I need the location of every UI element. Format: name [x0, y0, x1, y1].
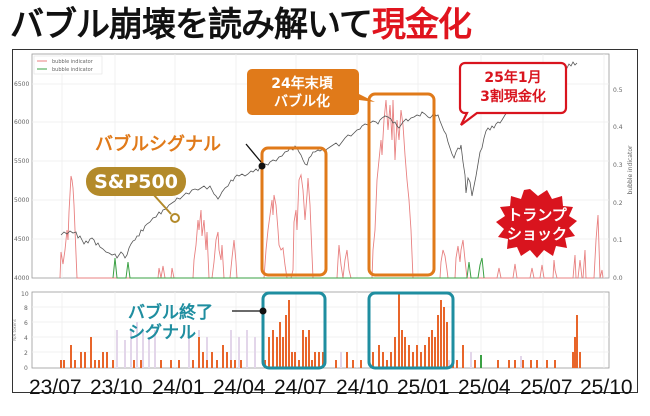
svg-text:0.3: 0.3 — [613, 162, 623, 169]
trump-shock-line1: トランプ — [507, 206, 568, 224]
top-plot-area: 6500 6000 5500 5000 4500 4000 0.5 0.4 0.… — [14, 53, 634, 282]
bubble-signal-label: バブルシグナル — [95, 133, 221, 155]
jan-2025-callout — [458, 61, 568, 126]
x-tick-25-10: 25/10 — [580, 376, 633, 399]
svg-text:6500: 6500 — [14, 81, 29, 88]
svg-text:5500: 5500 — [14, 158, 29, 165]
late-2024-label-line1: 24年末頃 — [271, 75, 333, 92]
bubble-box-late-2024 — [367, 92, 436, 277]
end-signal-box-2024 — [261, 291, 327, 370]
right-axis-ticks: 0.5 0.4 0.3 0.2 0.1 0.0 — [613, 87, 623, 282]
sp500-line — [60, 61, 578, 259]
svg-text:4000: 4000 — [14, 275, 29, 282]
bubble-indicator-green-line — [112, 257, 485, 279]
x-tick-24-07: 24/07 — [274, 376, 327, 399]
svg-text:0.4: 0.4 — [613, 124, 623, 131]
late-2024-callout — [247, 69, 375, 115]
svg-text:0.5: 0.5 — [613, 87, 623, 94]
signal-bars — [60, 293, 581, 368]
x-tick-25-07: 25/07 — [520, 376, 573, 399]
jan-2025-label-line1: 25年1月 — [484, 69, 541, 86]
svg-text:0: 0 — [24, 365, 28, 372]
svg-text:10: 10 — [21, 291, 29, 298]
end-signal-box-2025 — [367, 291, 455, 370]
page-title: バブル崩壊を読み解いて現金化 — [10, 4, 472, 46]
svg-text:6: 6 — [24, 320, 28, 327]
late-2024-label-line2: バブル化 — [274, 93, 330, 110]
x-tick-23-07: 23/07 — [29, 376, 82, 399]
bubble-box-mid-2024 — [260, 146, 328, 277]
svg-text:5000: 5000 — [14, 197, 29, 204]
sp500-marker — [170, 213, 180, 223]
title-accent: 現金化 — [371, 5, 472, 45]
bottom-axis-ticks: 10 8 6 4 2 0 — [21, 291, 29, 372]
legend: bubble indicator bubble indicator — [33, 55, 103, 75]
x-tick-24-01: 24/01 — [152, 376, 205, 399]
bubble-indicator-red-line — [59, 99, 604, 279]
svg-text:2: 2 — [24, 350, 28, 357]
x-tick-25-04: 25/04 — [458, 376, 511, 399]
x-tick-25-01: 25/01 — [397, 376, 450, 399]
svg-text:6000: 6000 — [14, 119, 29, 126]
svg-text:0.1: 0.1 — [613, 237, 623, 244]
svg-text:0.2: 0.2 — [613, 200, 623, 207]
x-tick-24-10: 24/10 — [336, 376, 389, 399]
x-axis-labels: 23/07 23/10 24/01 24/04 24/07 24/10 25/0… — [29, 376, 633, 399]
svg-text:bubble indicator: bubble indicator — [52, 59, 94, 65]
trump-shock-line2: ショック — [507, 225, 567, 243]
jan-2025-label-line2: 3割現金化 — [480, 88, 546, 105]
title-main: バブル崩壊を読み解いて — [10, 5, 373, 45]
bottom-plot-area: 10 8 6 4 2 0 N/A tokens — [12, 291, 610, 372]
right-axis-label: bubble indicator — [627, 145, 634, 194]
sp500-label-bg — [86, 167, 186, 196]
bubble-signal-marker — [258, 162, 266, 170]
end-signal-label-line1: バブル終了 — [128, 302, 213, 323]
sp500-label: S&P500 — [94, 171, 178, 193]
svg-text:bubble indicator: bubble indicator — [52, 67, 94, 73]
end-signal-label-line2: シグナル — [128, 322, 196, 343]
end-signal-marker — [259, 307, 267, 315]
x-tick-23-10: 23/10 — [90, 376, 143, 399]
svg-text:4: 4 — [24, 335, 28, 342]
svg-text:0.0: 0.0 — [613, 275, 623, 282]
bottom-axis-label: N/A tokens — [12, 319, 17, 341]
svg-text:4500: 4500 — [14, 236, 29, 243]
left-axis-ticks: 6500 6000 5500 5000 4500 4000 — [14, 81, 29, 282]
svg-text:8: 8 — [24, 305, 28, 312]
x-tick-24-04: 24/04 — [213, 376, 266, 399]
trump-shock-burst — [496, 189, 577, 258]
